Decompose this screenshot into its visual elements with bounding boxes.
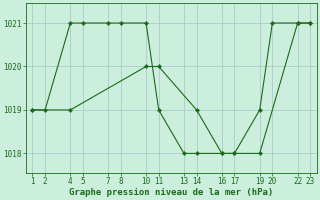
X-axis label: Graphe pression niveau de la mer (hPa): Graphe pression niveau de la mer (hPa) <box>69 188 274 197</box>
